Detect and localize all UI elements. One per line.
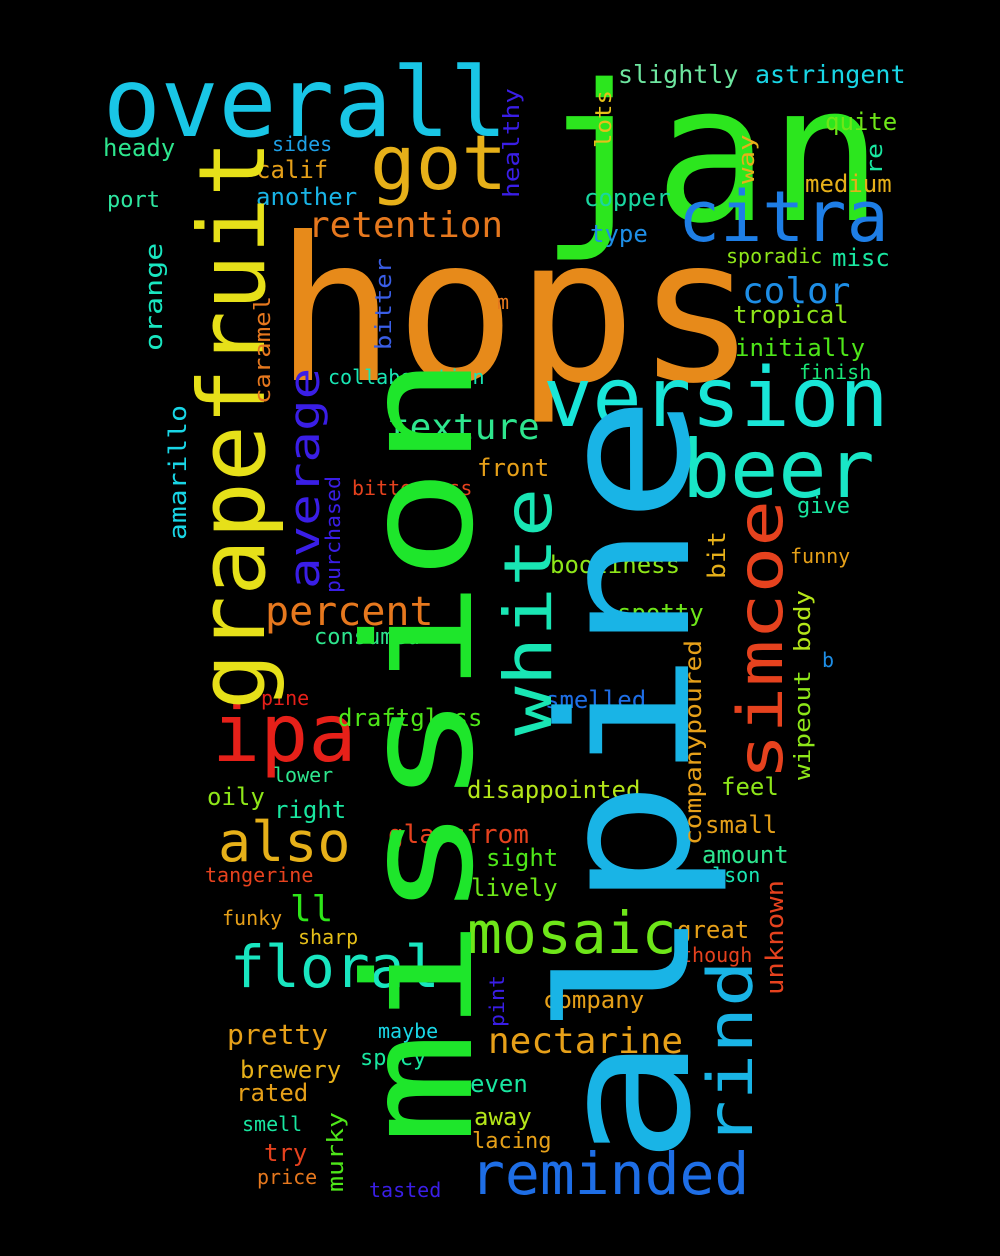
word-b: b	[822, 648, 835, 672]
word-smell: smell	[242, 1112, 303, 1136]
word-body: body	[791, 590, 816, 652]
word-hops: hops	[275, 195, 757, 428]
word-astringent: astringent	[755, 60, 906, 89]
word-spotty: spotty	[617, 599, 704, 627]
word-rated: rated	[236, 1079, 309, 1107]
word-citra: citra	[678, 176, 889, 258]
word-also: also	[218, 810, 351, 874]
word-lacing: lacing	[472, 1129, 552, 1154]
word-pretty: pretty	[227, 1018, 329, 1051]
word-pint: pint	[485, 975, 509, 1027]
word-calif: calif	[256, 156, 329, 184]
word-unknown: unknown	[761, 879, 789, 995]
word-tropical: tropical	[733, 301, 849, 329]
word-though: though	[680, 943, 753, 967]
word-funny: funny	[790, 544, 851, 568]
word-mosaic: mosaic	[467, 899, 677, 967]
word-company: company	[543, 986, 645, 1014]
word-try: try	[264, 1139, 308, 1167]
word-texture: texture	[388, 407, 540, 448]
word-port: port	[107, 188, 160, 213]
word-collaboration: collaboration	[328, 365, 485, 389]
word-type: type	[590, 220, 648, 248]
word-sides: sides	[272, 132, 333, 156]
word-reminded: reminded	[470, 1140, 750, 1208]
word-great: great	[677, 916, 750, 944]
word-amarillo: amarillo	[164, 404, 192, 540]
word-color: color	[742, 271, 851, 312]
word-bitter: bitter	[372, 258, 397, 350]
word-companypoured: companypoured	[681, 639, 707, 845]
word-glassfrom: glassfrom	[388, 820, 529, 850]
word-booziness: booziness	[550, 551, 681, 579]
word-lively: lively	[471, 874, 558, 902]
word-maybe: maybe	[378, 1019, 439, 1043]
word-purchased: purchased	[321, 475, 345, 593]
word-grapefruit: grapefruit	[179, 140, 286, 711]
word-away: away	[474, 1103, 532, 1131]
word-copper: copper	[584, 184, 671, 212]
word-ipa: ipa	[212, 687, 357, 780]
word-white: white	[490, 488, 567, 737]
word-small: small	[705, 811, 778, 839]
word-draftglass: draftglass	[338, 704, 483, 732]
word-ll: ll	[290, 889, 334, 930]
word-medium: medium	[805, 170, 892, 198]
word-give: give	[797, 494, 850, 519]
word-consumed: consumed	[314, 625, 420, 650]
word-mission: mission	[333, 354, 507, 1146]
word-average: average	[280, 367, 329, 590]
word-caramel: caramel	[251, 295, 276, 404]
word-re: re	[863, 142, 888, 175]
word-rind: rind	[694, 960, 767, 1147]
word-sight: sight	[486, 844, 559, 872]
word-nectarine: nectarine	[488, 1021, 684, 1062]
word-tasted: tasted	[369, 1178, 442, 1202]
word-another: another	[256, 183, 358, 211]
word-lower: lower	[273, 763, 334, 787]
word-amount: amount	[702, 841, 789, 869]
word-heady: heady	[103, 134, 176, 162]
word-lots: lots	[592, 89, 617, 148]
word-bit: bit	[703, 531, 731, 579]
word-wipeout: wipeout	[791, 670, 816, 780]
word-oily: oily	[207, 783, 265, 811]
word-funky: funky	[222, 906, 283, 930]
word-orange: orange	[140, 242, 168, 352]
word-got: got	[370, 118, 508, 207]
word-floral: floral	[230, 933, 440, 1001]
word-sporadic: sporadic	[726, 244, 823, 268]
word-even: even	[470, 1070, 528, 1098]
word-brewery: brewery	[240, 1056, 342, 1084]
word-jan: jan	[540, 44, 884, 265]
word-initially: initially	[735, 334, 866, 362]
word-finish: finish	[799, 360, 872, 384]
word-m: m	[497, 290, 510, 314]
word-quite: quite	[825, 108, 898, 136]
word-bitterness: bitterness	[352, 476, 473, 500]
word-murky: murky	[324, 1111, 349, 1192]
word-retention: retention	[308, 205, 504, 246]
word-beer: beer	[682, 423, 875, 516]
word-overall: overall	[103, 47, 508, 159]
word-sharp: sharp	[298, 925, 359, 949]
word-percent: percent	[265, 589, 434, 635]
word-pine: pine	[261, 686, 310, 710]
word-price: price	[257, 1165, 318, 1189]
word-smelled: smelled	[545, 686, 647, 714]
word-tangerine: tangerine	[205, 863, 314, 887]
word-slightly: slightly	[618, 60, 739, 89]
word-disappointed: disappointed	[467, 776, 641, 804]
word-nelson: nelson	[688, 863, 761, 887]
word-spicy: spicy	[360, 1046, 427, 1071]
word-right: right	[274, 796, 347, 824]
word-way: way	[735, 134, 760, 184]
word-misc: misc	[832, 244, 890, 272]
word-simcoe: simcoe	[724, 499, 797, 780]
word-feel: feel	[721, 773, 779, 801]
word-healthy: healthy	[500, 88, 525, 198]
word-version: version	[543, 351, 889, 446]
word-front: front	[477, 454, 550, 482]
